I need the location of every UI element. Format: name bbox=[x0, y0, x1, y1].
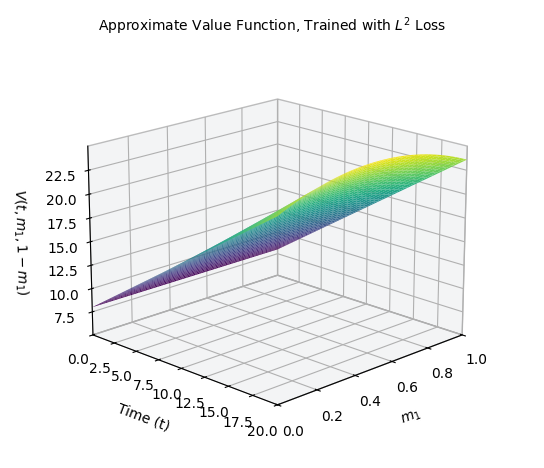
X-axis label: $m_1$: $m_1$ bbox=[399, 408, 423, 428]
Title: Approximate Value Function, Trained with $L^2$ Loss: Approximate Value Function, Trained with… bbox=[98, 15, 446, 37]
Y-axis label: Time (t): Time (t) bbox=[116, 402, 172, 434]
